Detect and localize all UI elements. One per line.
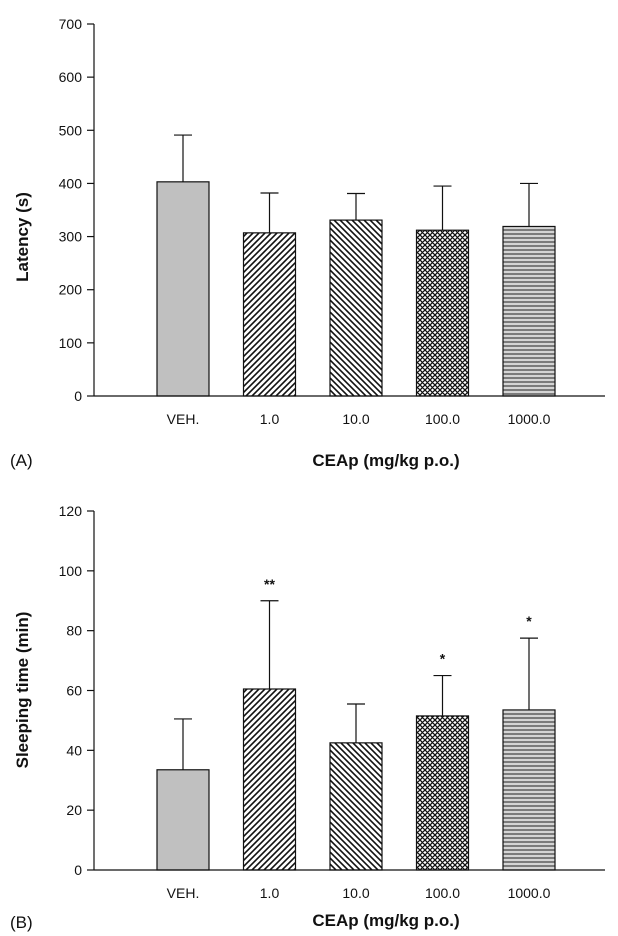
error-bars (174, 134, 538, 233)
y-tick-label: 80 (66, 623, 82, 639)
panel-label: (B) (10, 913, 33, 932)
bar (502, 225, 556, 397)
bar (502, 709, 556, 871)
x-tick-label: 1.0 (260, 411, 280, 427)
significance-markers: **** (264, 576, 532, 667)
y-tick-label: 40 (66, 742, 82, 758)
x-tick-label: 10.0 (342, 885, 369, 901)
bars (156, 688, 556, 871)
y-tick-label: 20 (66, 802, 82, 818)
y-tick-label: 300 (59, 229, 83, 245)
y-tick-label: 700 (59, 16, 83, 32)
x-tick-label: 1000.0 (508, 411, 551, 427)
y-tick-label: 100 (59, 335, 83, 351)
y-tick-label: 500 (59, 122, 83, 138)
bar (415, 715, 470, 871)
bar (156, 769, 210, 871)
bar (415, 229, 470, 397)
x-tick-label: VEH. (167, 411, 200, 427)
x-tick-label: VEH. (167, 885, 200, 901)
y-tick-label: 0 (74, 862, 82, 878)
x-axis: VEH. 1.0 10.0 100.0 1000.0 (94, 869, 605, 901)
y-axis: 0 20 40 60 80 100 120 (59, 503, 95, 878)
significance-marker: * (526, 613, 532, 629)
significance-marker: ** (264, 576, 275, 592)
panel-label: (A) (10, 451, 33, 470)
x-tick-label: 100.0 (425, 885, 460, 901)
x-axis: VEH. 1.0 10.0 100.0 1000.0 (94, 395, 605, 427)
y-tick-label: 100 (59, 563, 83, 579)
bar (329, 742, 383, 871)
y-tick-label: 200 (59, 282, 83, 298)
panel-a: 0 100 200 300 400 500 600 700 VEH. 1.0 10.0 100.0 1… (10, 16, 605, 470)
error-bars (174, 600, 538, 770)
significance-marker: * (440, 651, 446, 667)
x-tick-label: 1000.0 (508, 885, 551, 901)
y-tick-label: 0 (74, 388, 82, 404)
x-tick-label: 100.0 (425, 411, 460, 427)
bar (156, 181, 210, 397)
bar (242, 232, 297, 397)
x-tick-label: 10.0 (342, 411, 369, 427)
y-axis-title: Sleeping time (min) (13, 612, 32, 769)
bar (242, 688, 297, 871)
y-tick-label: 60 (66, 683, 82, 699)
y-tick-label: 600 (59, 69, 83, 85)
y-tick-label: 400 (59, 175, 83, 191)
y-axis: 0 100 200 300 400 500 600 700 (59, 16, 95, 404)
x-tick-label: 1.0 (260, 885, 280, 901)
x-axis-title: CEAp (mg/kg p.o.) (312, 911, 459, 930)
y-tick-label: 120 (59, 503, 83, 519)
bar (329, 219, 383, 397)
y-axis-title: Latency (s) (13, 192, 32, 282)
x-axis-title: CEAp (mg/kg p.o.) (312, 451, 459, 470)
